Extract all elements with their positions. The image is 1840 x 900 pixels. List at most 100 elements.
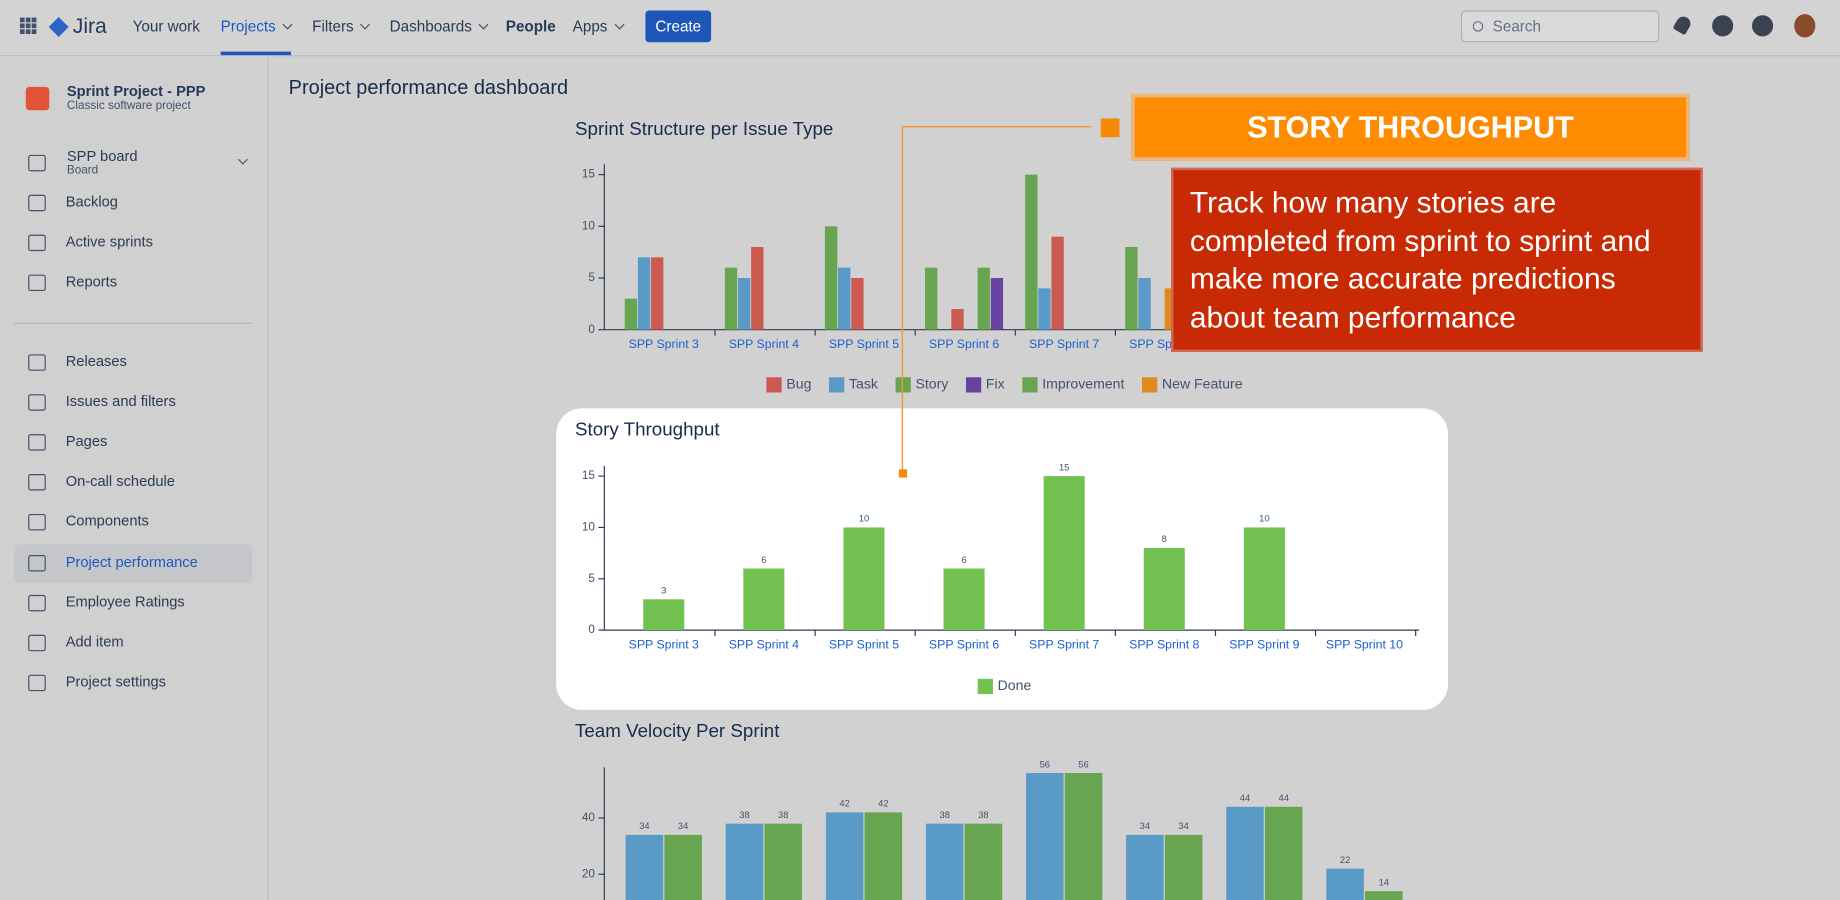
bar xyxy=(925,267,938,330)
data-label: 42 xyxy=(878,799,888,809)
legend-label: Fix xyxy=(986,376,1005,392)
bar xyxy=(1025,174,1038,330)
bar xyxy=(1125,247,1138,330)
nav-item-text: People xyxy=(505,17,556,36)
y-tick-label: 5 xyxy=(588,271,595,284)
sidebar-item[interactable]: On-call schedule xyxy=(65,473,175,490)
data-label: 3 xyxy=(661,586,666,596)
data-label: 6 xyxy=(761,555,766,565)
sidebar-item[interactable]: Releases xyxy=(65,353,127,370)
legend-swatch xyxy=(965,377,982,393)
page-title: Project performance dashboard xyxy=(288,76,569,99)
dot xyxy=(31,17,37,23)
legend-swatch xyxy=(829,377,845,393)
x-tick-label: SPP Sprint 3 xyxy=(629,337,699,351)
board-name[interactable]: SPP board xyxy=(66,147,138,165)
data-label: 44 xyxy=(1240,793,1250,803)
nav-item-text: Apps xyxy=(572,17,608,36)
data-label: 56 xyxy=(1078,759,1088,769)
nav-item[interactable]: Dashboards xyxy=(390,18,489,35)
legend-item: Improvement xyxy=(1022,376,1124,393)
x-tick-label: SPP Sprint 7 xyxy=(1029,638,1099,652)
sidebar-item[interactable]: Components xyxy=(65,513,149,530)
app-switcher[interactable] xyxy=(19,17,37,35)
bar xyxy=(637,257,651,330)
callout-text: Track how many stories are completed fro… xyxy=(1171,167,1703,353)
sidebar-item[interactable]: Issues and filters xyxy=(65,393,176,410)
sidebar-item[interactable]: Backlog xyxy=(65,193,118,211)
connector xyxy=(901,126,1092,473)
y-tick-label: 15 xyxy=(582,168,596,181)
data-label: 34 xyxy=(1140,821,1150,831)
chevron xyxy=(360,19,371,30)
dot xyxy=(19,29,25,35)
nav-item[interactable]: Projects xyxy=(220,17,293,36)
sidebar-item[interactable]: Add item xyxy=(65,633,124,650)
bar xyxy=(1326,868,1364,900)
x-tick-label: SPP Sprint 5 xyxy=(829,638,899,652)
legend-label: Done xyxy=(998,677,1032,693)
sidebar-item[interactable]: Project settings xyxy=(65,673,167,690)
dot xyxy=(19,17,25,23)
sidebar-item[interactable]: Employee Ratings xyxy=(65,593,185,610)
bar xyxy=(943,568,985,631)
data-label: 44 xyxy=(1278,793,1288,803)
data-label: 38 xyxy=(939,810,949,820)
bar xyxy=(764,823,803,900)
project-name[interactable]: Sprint Project - PPP xyxy=(66,83,206,100)
chart-title: Team Velocity Per Sprint xyxy=(575,720,780,741)
bar xyxy=(990,278,1004,330)
sidebar-icon xyxy=(28,194,46,212)
y-tick-label: 0 xyxy=(588,323,595,336)
sidebar-icon xyxy=(28,394,46,411)
settings[interactable] xyxy=(1751,15,1774,37)
dot xyxy=(31,23,37,29)
nav-item-text: Projects xyxy=(220,17,276,36)
sidebar-icon xyxy=(28,594,46,611)
bar xyxy=(624,298,638,330)
bar xyxy=(1038,288,1051,330)
bar xyxy=(964,823,1003,900)
x-tick-label: SPP Sprint 10 xyxy=(1326,638,1403,652)
legend-label: New Feature xyxy=(1162,376,1243,392)
nav-item-text: Filters xyxy=(312,17,354,36)
bar xyxy=(724,267,738,330)
bar xyxy=(1126,834,1164,900)
bar xyxy=(925,823,964,900)
sidebar-item[interactable]: Active sprints xyxy=(65,233,153,250)
legend-item: Done xyxy=(977,677,1032,695)
bar xyxy=(643,599,685,631)
sidebar-item[interactable]: Reports xyxy=(65,273,118,290)
help[interactable] xyxy=(1712,15,1734,37)
nav-item[interactable]: Your work xyxy=(133,18,200,36)
sidebar-item[interactable]: Project performance xyxy=(65,553,198,570)
data-label: 38 xyxy=(778,810,788,820)
nav-item[interactable]: Filters xyxy=(312,17,371,36)
nav-item[interactable]: Apps xyxy=(572,17,625,36)
sidebar-item[interactable]: Pages xyxy=(65,433,108,450)
legend-swatch xyxy=(1022,377,1038,393)
x-tick-label: SPP Sprint 6 xyxy=(929,638,999,652)
bar xyxy=(1243,527,1285,631)
data-label: 34 xyxy=(639,821,649,831)
avatar[interactable] xyxy=(1794,14,1816,38)
sidebar-icon xyxy=(28,274,46,292)
data-label: 34 xyxy=(678,821,688,831)
y-tick-label: 10 xyxy=(582,521,596,534)
chart-title: Sprint Structure per Issue Type xyxy=(575,118,833,139)
sidebar-icon xyxy=(28,674,46,691)
sidebar-icon xyxy=(28,434,46,451)
bar xyxy=(1026,773,1064,900)
nav-item[interactable]: People xyxy=(506,18,556,36)
data-label: 14 xyxy=(1379,877,1389,887)
dot xyxy=(25,23,31,29)
bar xyxy=(843,527,885,631)
chart-title: Story Throughput xyxy=(575,419,720,440)
search-box[interactable]: Search xyxy=(1460,10,1660,43)
bar xyxy=(737,278,751,330)
dot xyxy=(19,23,25,29)
create-button[interactable]: Create xyxy=(645,10,712,43)
data-label: 6 xyxy=(961,555,966,565)
logo[interactable]: Jira xyxy=(48,14,107,39)
